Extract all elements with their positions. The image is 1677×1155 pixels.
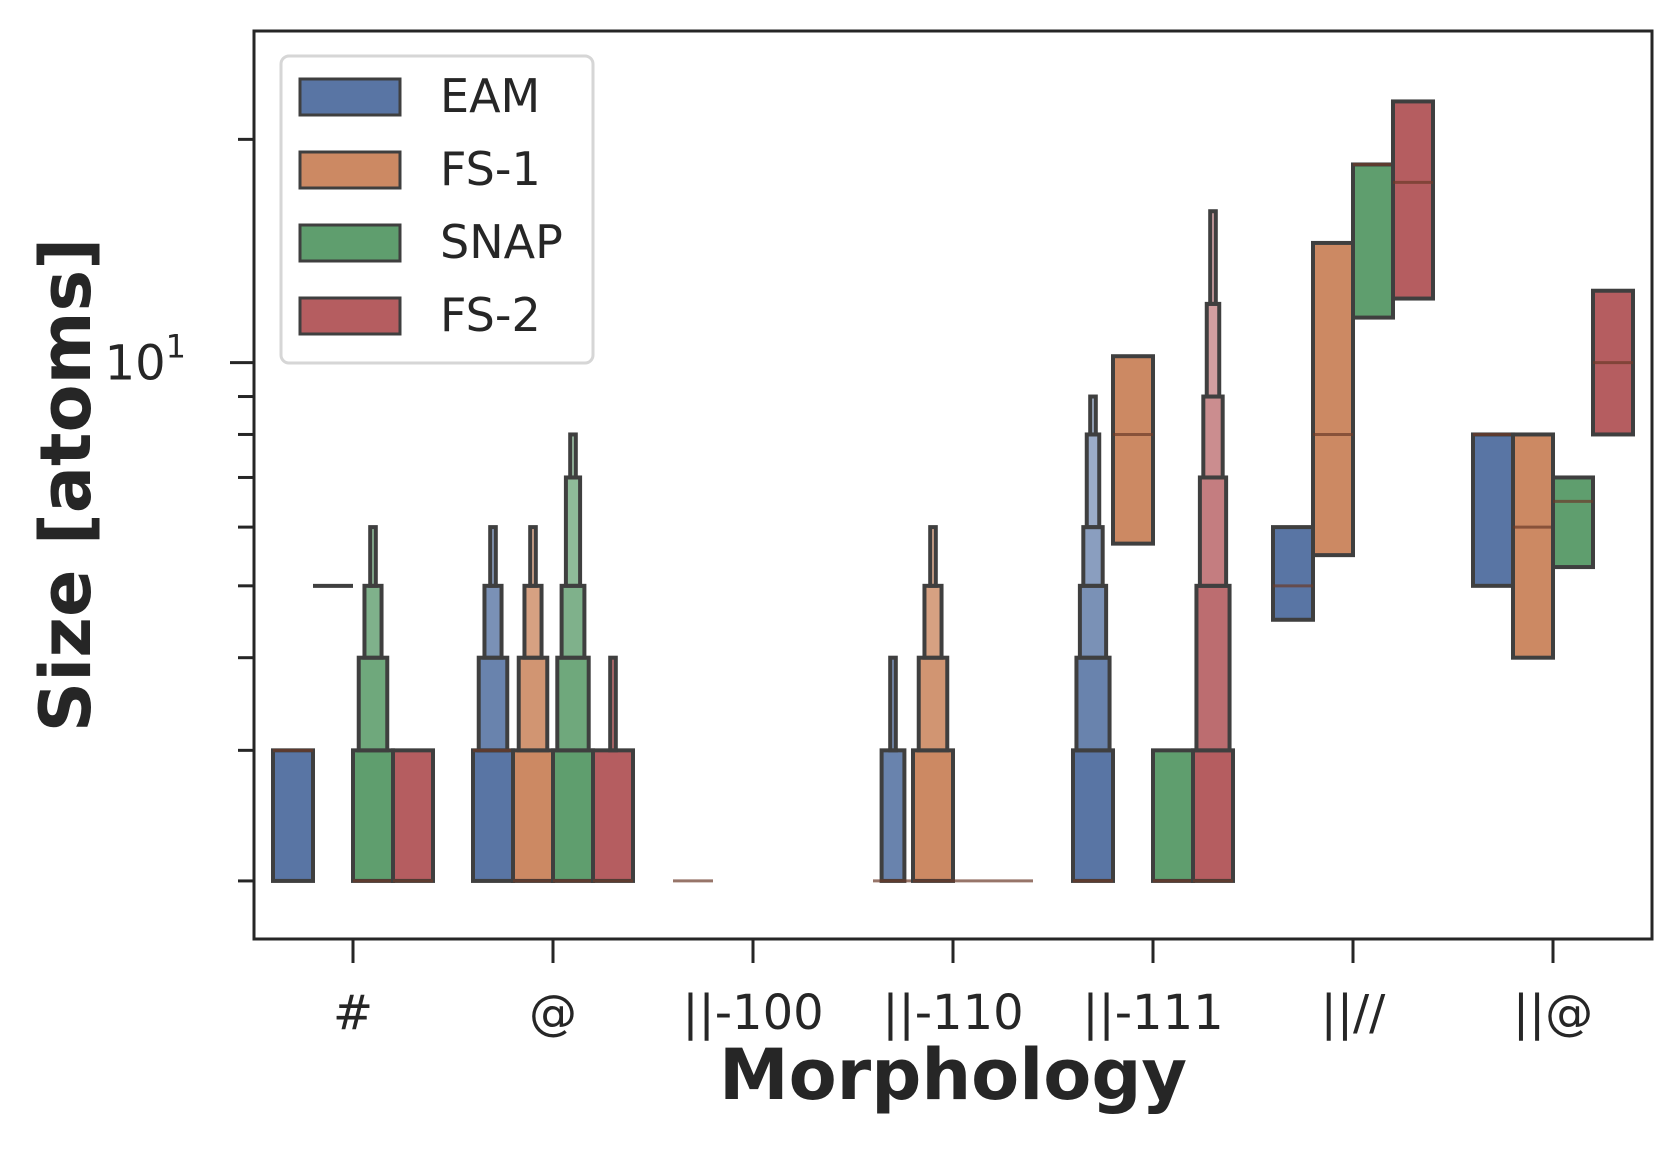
box-fs-2-1-level-1 <box>608 655 618 753</box>
box-eam-4-level-4 <box>1084 432 1102 530</box>
box-fs-2-0-level-0 <box>391 748 435 883</box>
x-tick-label: ||-100 <box>682 985 823 1041</box>
box-eam-6-level-0 <box>1471 432 1515 588</box>
box-snap-0-level-0 <box>351 748 395 883</box>
x-tick-label: ||-110 <box>882 985 1023 1041</box>
box-eam-1-level-0 <box>471 748 515 883</box>
box-snap-6-level-0 <box>1551 475 1595 570</box>
box-eam-1-level-1 <box>476 655 510 753</box>
x-tick-label: ||-111 <box>1082 985 1223 1041</box>
x-tick-label: ||@ <box>1513 985 1593 1041</box>
series-fs-2 <box>391 99 1635 883</box>
box-fs-2-4-level-5 <box>1208 209 1218 306</box>
box-eam-4-level-0 <box>1071 748 1115 883</box>
box-fs-1-5-level-0 <box>1311 240 1355 558</box>
box-fs-1-3-level-2 <box>922 583 944 660</box>
box-eam-4-level-1 <box>1074 655 1112 753</box>
box-snap-1-level-4 <box>568 432 578 480</box>
legend-swatch-eam <box>298 77 402 117</box>
y-axis-title: Size [atoms] <box>25 238 107 732</box>
box-fs-1-4-level-0 <box>1111 354 1155 546</box>
legend-frame <box>279 54 595 365</box>
series-fs-1 <box>313 240 1555 883</box>
box-eam-4-level-2 <box>1077 583 1109 660</box>
box-fs-2-4-level-3 <box>1201 394 1225 480</box>
box-fs-1-1-level-3 <box>528 525 538 588</box>
box-fs-1-6-level-0 <box>1511 432 1555 660</box>
box-fs-1-3-level-1 <box>916 655 950 753</box>
box-fs-1-1-level-0 <box>511 748 555 883</box>
box-eam-4-level-3 <box>1081 525 1105 588</box>
box-fs-2-4-level-1 <box>1194 583 1232 753</box>
legend-label-snap: SNAP <box>440 215 563 269</box>
box-snap-1-level-2 <box>559 583 587 660</box>
box-eam-3-level-2 <box>888 655 898 753</box>
box-snap-0-level-1 <box>356 655 390 753</box>
y-tick-label-exp: 1 <box>166 328 186 366</box>
box-snap-0-level-2 <box>362 583 384 660</box>
box-fs-2-4-level-0 <box>1191 748 1235 883</box>
legend-swatch-snap <box>298 223 402 263</box>
y-tick-label-base: 10 <box>105 336 166 392</box>
box-eam-0-level-0 <box>271 748 315 883</box>
series-eam <box>271 394 1515 883</box>
box-eam-5-level-0 <box>1271 525 1315 622</box>
box-fs-2-4-level-4 <box>1204 301 1222 399</box>
legend: EAM FS-1 SNAP FS-2 <box>279 54 595 365</box>
box-snap-1-level-0 <box>551 748 595 883</box>
box-fs-1-3-level-0 <box>911 748 955 883</box>
box-fs-2-4-level-2 <box>1197 475 1229 588</box>
x-tick-label: ||// <box>1321 985 1387 1041</box>
box-eam-3-level-1 <box>879 748 907 883</box>
y-tick-label: 101 <box>105 328 186 392</box>
box-eam-1-level-3 <box>488 525 498 588</box>
box-snap-4-level-0 <box>1151 748 1195 883</box>
box-fs-2-5-level-0 <box>1391 99 1435 301</box>
box-fs-1-1-level-2 <box>522 583 544 660</box>
legend-label-fs-1: FS-1 <box>440 142 541 196</box>
legend-swatch-fs-2 <box>298 296 402 336</box>
x-axis-title: Morphology <box>719 1034 1187 1116</box>
box-snap-1-level-1 <box>555 655 591 753</box>
box-fs-1-1-level-1 <box>516 655 550 753</box>
x-tick-label: @ <box>529 985 577 1041</box>
legend-swatch-fs-1 <box>298 150 402 190</box>
box-snap-5-level-0 <box>1351 162 1395 320</box>
box-snap-0-level-3 <box>368 525 378 588</box>
series-snap <box>351 162 1595 883</box>
box-fs-1-3-level-3 <box>928 525 938 588</box>
x-tick-label: # <box>333 985 373 1041</box>
legend-label-eam: EAM <box>440 69 540 123</box>
box-eam-4-level-5 <box>1088 394 1098 437</box>
box-eam-1-level-2 <box>482 583 504 660</box>
box-snap-1-level-3 <box>563 475 583 588</box>
legend-label-fs-2: FS-2 <box>440 288 541 342</box>
box-fs-2-1-level-0 <box>591 748 635 883</box>
